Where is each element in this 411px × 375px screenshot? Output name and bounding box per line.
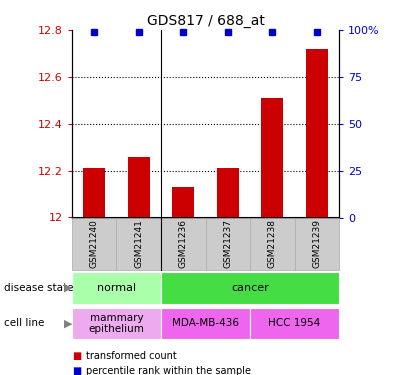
Bar <box>261 98 284 218</box>
Bar <box>127 156 150 218</box>
Text: normal: normal <box>97 283 136 293</box>
Text: percentile rank within the sample: percentile rank within the sample <box>86 366 251 375</box>
Text: ▶: ▶ <box>64 318 72 328</box>
Bar <box>306 49 328 217</box>
Bar <box>83 168 105 217</box>
Text: GSM21237: GSM21237 <box>223 219 232 268</box>
Text: transformed count: transformed count <box>86 351 177 361</box>
Text: ■: ■ <box>72 351 81 361</box>
Text: GSM21238: GSM21238 <box>268 219 277 268</box>
Text: MDA-MB-436: MDA-MB-436 <box>172 318 239 328</box>
Bar <box>172 187 194 218</box>
Title: GDS817 / 688_at: GDS817 / 688_at <box>147 13 264 28</box>
Text: GSM21236: GSM21236 <box>179 219 188 268</box>
Text: mammary
epithelium: mammary epithelium <box>88 313 144 334</box>
Text: GSM21240: GSM21240 <box>90 219 99 268</box>
Text: GSM21239: GSM21239 <box>312 219 321 268</box>
Text: HCC 1954: HCC 1954 <box>268 318 321 328</box>
Text: cell line: cell line <box>4 318 44 328</box>
Text: GSM21241: GSM21241 <box>134 219 143 268</box>
Text: disease state: disease state <box>4 283 74 293</box>
Text: ▶: ▶ <box>64 283 72 293</box>
Bar <box>217 168 239 217</box>
Text: ■: ■ <box>72 366 81 375</box>
Text: cancer: cancer <box>231 283 269 293</box>
